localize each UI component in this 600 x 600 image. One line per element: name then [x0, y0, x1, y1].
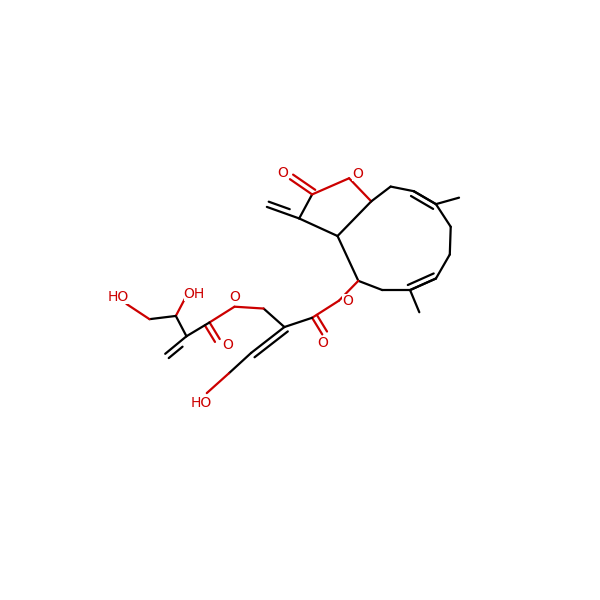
- Text: O: O: [342, 293, 353, 308]
- Text: O: O: [317, 336, 328, 350]
- Text: OH: OH: [184, 287, 205, 301]
- Text: O: O: [223, 338, 233, 352]
- Text: O: O: [352, 167, 363, 181]
- Text: O: O: [277, 166, 288, 180]
- Text: HO: HO: [107, 290, 129, 304]
- Text: O: O: [229, 290, 240, 304]
- Text: HO: HO: [191, 396, 212, 410]
